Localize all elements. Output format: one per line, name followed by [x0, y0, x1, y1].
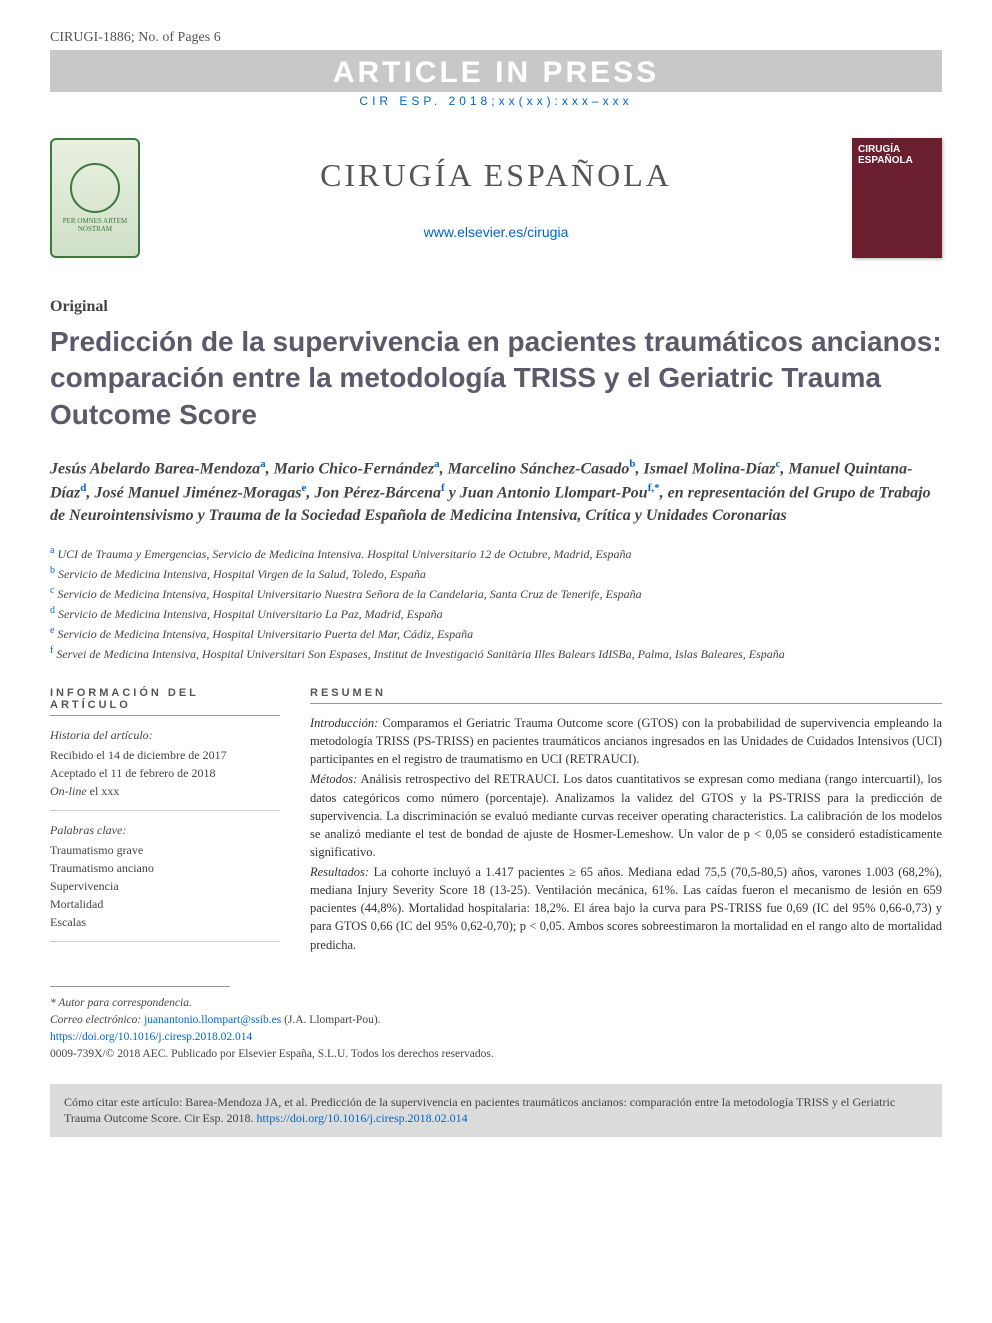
section-label: Original	[50, 298, 942, 316]
methods-label: Métodos:	[310, 772, 357, 786]
logo-motto: PER OMNES ARTEM NOSTRAM	[56, 217, 134, 233]
email-link[interactable]: juanantonio.llompart@ssib.es	[144, 1014, 281, 1026]
keyword-item: Traumatismo anciano	[50, 859, 280, 877]
copyright-line: 0009-739X/© 2018 AEC. Publicado por Else…	[50, 1046, 942, 1063]
affiliation-line: d Servicio de Medicina Intensiva, Hospit…	[50, 603, 942, 623]
affiliation-line: e Servicio de Medicina Intensiva, Hospit…	[50, 623, 942, 643]
affiliations-block: a UCI de Trauma y Emergencias, Servicio …	[50, 543, 942, 663]
cover-title: CIRUGÍA ESPAÑOLA	[858, 144, 936, 166]
society-logo: PER OMNES ARTEM NOSTRAM	[50, 138, 140, 258]
citation-box: Cómo citar este artículo: Barea-Mendoza …	[50, 1084, 942, 1138]
abstract-header: RESUMEN	[310, 687, 942, 704]
doi-link[interactable]: https://doi.org/10.1016/j.ciresp.2018.02…	[50, 1031, 252, 1043]
model-id: CIRUGI-1886; No. of Pages 6	[50, 30, 221, 46]
abstract-intro: Introducción: Comparamos el Geriatric Tr…	[310, 714, 942, 768]
authors-block: Jesús Abelardo Barea-Mendozaa, Mario Chi…	[50, 457, 942, 527]
journal-cover-thumbnail: CIRUGÍA ESPAÑOLA	[852, 138, 942, 258]
footer-block: * Autor para correspondencia. Correo ele…	[50, 995, 942, 1064]
history-block: Historia del artículo: Recibido el 14 de…	[50, 726, 280, 811]
journal-header: PER OMNES ARTEM NOSTRAM CIRUGÍA ESPAÑOLA…	[50, 128, 942, 268]
keyword-item: Supervivencia	[50, 877, 280, 895]
affiliation-line: b Servicio de Medicina Intensiva, Hospit…	[50, 563, 942, 583]
citation-text: Cómo citar este artículo: Barea-Mendoza …	[64, 1095, 895, 1126]
history-label: Historia del artículo:	[50, 726, 280, 744]
citation-doi-link[interactable]: https://doi.org/10.1016/j.ciresp.2018.02…	[257, 1111, 468, 1125]
affiliation-line: f Servei de Medicina Intensiva, Hospital…	[50, 643, 942, 663]
intro-text: Comparamos el Geriatric Trauma Outcome s…	[310, 716, 942, 766]
article-info-column: INFORMACIÓN DEL ARTÍCULO Historia del ar…	[50, 687, 280, 956]
footer-separator	[50, 986, 230, 995]
keywords-block: Palabras clave: Traumatismo graveTraumat…	[50, 821, 280, 942]
abstract-results: Resultados: La cohorte incluyó a 1.417 p…	[310, 863, 942, 954]
email-label: Correo electrónico:	[50, 1014, 141, 1026]
results-text: La cohorte incluyó a 1.417 pacientes ≥ 6…	[310, 865, 942, 952]
online-date: On-line el xxx	[50, 782, 280, 800]
received-date: Recibido el 14 de diciembre de 2017	[50, 746, 280, 764]
journal-url-link[interactable]: www.elsevier.es/cirugia	[160, 224, 832, 240]
watermark-bar: ARTICLE IN PRESS	[50, 50, 942, 92]
keyword-item: Escalas	[50, 913, 280, 931]
keywords-label: Palabras clave:	[50, 821, 280, 839]
methods-text: Análisis retrospectivo del RETRAUCI. Los…	[310, 772, 942, 859]
citation-line: CIR ESP. 2018;xx(xx):xxx–xxx	[50, 94, 942, 108]
keyword-item: Mortalidad	[50, 895, 280, 913]
affiliation-line: c Servicio de Medicina Intensiva, Hospit…	[50, 583, 942, 603]
email-line: Correo electrónico: juanantonio.llompart…	[50, 1012, 942, 1029]
journal-title: CIRUGÍA ESPAÑOLA	[160, 157, 832, 194]
keyword-item: Traumatismo grave	[50, 841, 280, 859]
watermark-text: ARTICLE IN PRESS	[50, 56, 942, 90]
article-title: Predicción de la supervivencia en pacien…	[50, 324, 942, 433]
page-header: CIRUGI-1886; No. of Pages 6	[50, 30, 942, 46]
intro-label: Introducción:	[310, 716, 378, 730]
affiliation-line: a UCI de Trauma y Emergencias, Servicio …	[50, 543, 942, 563]
results-label: Resultados:	[310, 865, 369, 879]
logo-circle-icon	[70, 163, 120, 213]
keywords-list: Traumatismo graveTraumatismo ancianoSupe…	[50, 841, 280, 931]
abstract-column: RESUMEN Introducción: Comparamos el Geri…	[310, 687, 942, 956]
info-abstract-columns: INFORMACIÓN DEL ARTÍCULO Historia del ar…	[50, 687, 942, 956]
journal-center: CIRUGÍA ESPAÑOLA www.elsevier.es/cirugia	[160, 157, 832, 240]
accepted-date: Aceptado el 11 de febrero de 2018	[50, 764, 280, 782]
abstract-body: Introducción: Comparamos el Geriatric Tr…	[310, 714, 942, 954]
info-header: INFORMACIÓN DEL ARTÍCULO	[50, 687, 280, 716]
corresponding-label: * Autor para correspondencia.	[50, 995, 942, 1012]
email-name: (J.A. Llompart-Pou).	[284, 1014, 380, 1026]
abstract-methods: Métodos: Análisis retrospectivo del RETR…	[310, 770, 942, 861]
